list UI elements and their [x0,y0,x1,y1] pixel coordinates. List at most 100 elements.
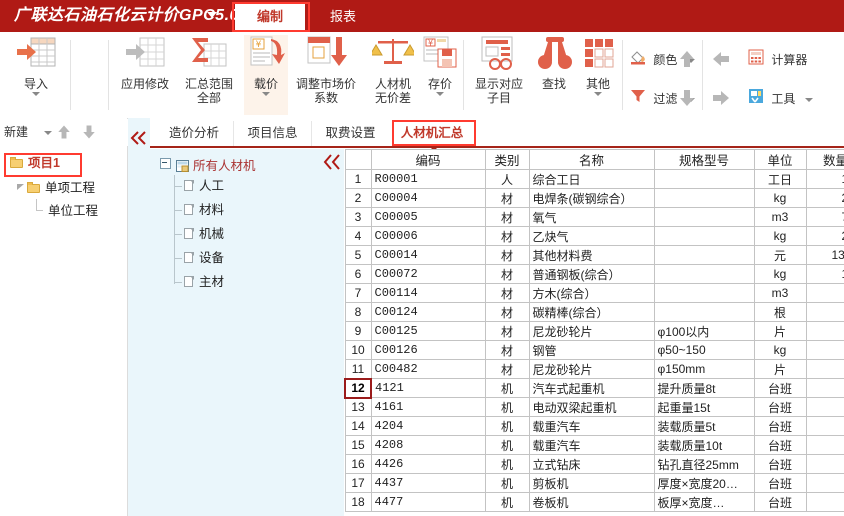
code-cell[interactable]: 4208 [370,435,486,455]
col-rownum[interactable] [344,149,372,170]
expand-triangle-icon[interactable] [16,178,25,190]
spec-cell[interactable]: 提升质量8t [653,378,755,398]
name-cell[interactable]: 乙炔气 [528,226,655,246]
tab-fee-settings[interactable]: 取费设置 [311,121,389,147]
chevron-down-icon[interactable] [804,97,813,102]
code-cell[interactable]: C00072 [370,264,486,284]
mid-tree-collapse-button[interactable] [322,153,344,175]
kind-cell[interactable]: 材 [484,283,530,303]
unit-cell[interactable]: 台班 [753,397,807,417]
kind-cell[interactable]: 材 [484,245,530,265]
button-move-down[interactable] [676,87,698,109]
table-row[interactable]: 144204机载重汽车装载质量5t台班3 [344,416,844,436]
name-cell[interactable]: 普通钢板(综合） [528,264,655,284]
quantity-cell[interactable]: 710 [805,207,844,227]
tab-lmm-summary[interactable]: 人材机汇总 [400,126,464,140]
ribbon-button-summary-range[interactable]: 汇总范围 全部 [178,35,240,105]
row-number-cell[interactable]: 1 [344,169,372,189]
spec-cell[interactable]: φ150mm [653,359,755,379]
code-cell[interactable]: 4121 [370,378,486,398]
name-cell[interactable]: 汽车式起重机 [528,378,655,398]
name-cell[interactable]: 电动双梁起重机 [528,397,655,417]
ribbon-button-apply-change[interactable]: 应用修改 [115,35,175,91]
kind-cell[interactable]: 材 [484,226,530,246]
spec-cell[interactable]: 装载质量10t [653,435,755,455]
ribbon-button-calculator[interactable]: 计算器 [748,48,807,72]
name-cell[interactable]: 卷板机 [528,492,655,512]
spec-cell[interactable]: 钻孔直径25mm [653,454,755,474]
quantity-cell[interactable]: 191 [805,169,844,189]
kind-cell[interactable]: 材 [484,302,530,322]
row-number-cell[interactable]: 2 [344,188,372,208]
table-row[interactable]: 11C00482材尼龙砂轮片φ150mm片16 [344,359,844,379]
quantity-cell[interactable]: 16 [805,359,844,379]
unit-cell[interactable]: 片 [753,321,807,341]
row-number-cell[interactable]: 13 [344,397,372,417]
col-unit[interactable]: 单位 [753,149,807,170]
col-spec[interactable]: 规格型号 [653,149,755,170]
name-cell[interactable]: 钢管 [528,340,655,360]
ribbon-button-load-price[interactable]: ¥ 载价 [244,35,288,115]
ribbon-tab-baobiao[interactable]: 报表 [329,9,356,24]
ribbon-button-import[interactable]: 导入 [8,35,64,96]
button-move-right[interactable] [710,87,732,109]
code-cell[interactable]: C00124 [370,302,486,322]
unit-cell[interactable]: 片 [753,359,807,379]
brand-dropdown-caret-icon[interactable] [207,12,217,18]
row-number-cell[interactable]: 7 [344,283,372,303]
spec-cell[interactable]: φ50~150 [653,340,755,360]
name-cell[interactable]: 电焊条(碳钢综合） [528,188,655,208]
code-cell[interactable]: C00014 [370,245,486,265]
chevron-down-icon[interactable] [436,92,444,96]
chevron-down-icon[interactable] [262,92,270,96]
kind-cell[interactable]: 材 [484,340,530,360]
table-row[interactable]: 15 4208 机载重汽车 装载质量10t 台班 [344,435,844,455]
unit-cell[interactable]: 根 [753,302,807,322]
unit-cell[interactable]: kg [753,188,807,208]
spec-cell[interactable] [653,207,755,227]
name-cell[interactable]: 尼龙砂轮片 [528,321,655,341]
ribbon-button-other[interactable]: 其他 [578,35,618,96]
kind-cell[interactable]: 机 [484,397,530,417]
chevron-down-icon[interactable] [32,92,40,96]
unit-cell[interactable]: m3 [753,283,807,303]
quantity-cell[interactable]: 125 [805,264,844,284]
ribbon-button-tools[interactable]: 工具 [748,87,813,111]
row-number-cell[interactable]: 18 [344,492,372,512]
kind-cell[interactable]: 材 [484,188,530,208]
spec-cell[interactable] [653,302,755,322]
tree-item-project1[interactable]: 项目1 [10,154,60,172]
code-cell[interactable]: 4426 [370,454,486,474]
unit-cell[interactable]: kg [753,340,807,360]
ribbon-button-color[interactable]: 颜色 [630,48,695,72]
quantity-cell[interactable] [805,492,844,512]
kind-cell[interactable]: 材 [484,359,530,379]
row-number-cell[interactable]: 4 [344,226,372,246]
code-cell[interactable]: C00004 [370,188,486,208]
tree-item-all-lmm[interactable]: 所有人材机 [160,157,256,175]
tab-cost-analysis[interactable]: 造价分析 [168,126,219,140]
code-cell[interactable]: C00114 [370,283,486,303]
name-cell[interactable]: 尼龙砂轮片 [528,359,655,379]
unit-cell[interactable]: 台班 [753,492,807,512]
code-cell[interactable]: C00005 [370,207,486,227]
quantity-cell[interactable]: 3 [805,416,844,436]
table-row[interactable]: 9C00125材尼龙砂轮片φ100以内片53 [344,321,844,341]
code-cell[interactable]: C00006 [370,226,486,246]
lmm-summary-table[interactable]: 编码 类别 名称 规格型号 单位 数量 1R00001人综合工日工日1912C0… [344,149,844,516]
row-number-cell[interactable]: 3 [344,207,372,227]
kind-cell[interactable]: 机 [484,378,530,398]
quantity-cell[interactable]: 30 [805,340,844,360]
name-cell[interactable]: 立式钻床 [528,454,655,474]
row-number-cell[interactable]: 10 [344,340,372,360]
kind-cell[interactable]: 机 [484,473,530,493]
ribbon-button-adjust-market-price[interactable]: 调整市场价 系数 [290,35,362,105]
quantity-cell[interactable]: 1 [805,473,844,493]
kind-cell[interactable]: 机 [484,454,530,474]
